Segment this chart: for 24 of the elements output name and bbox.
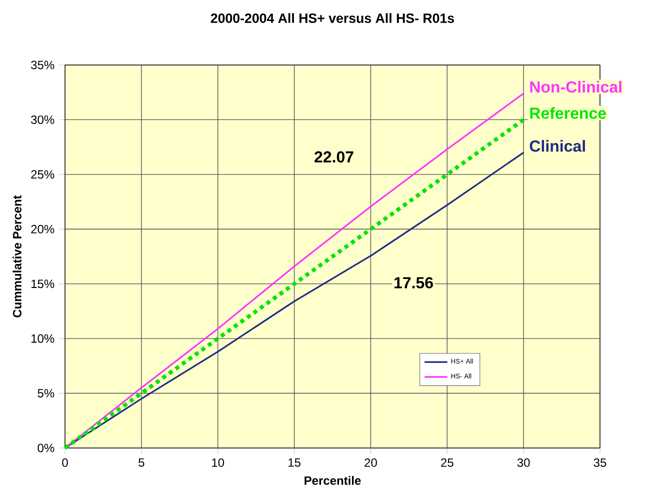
- y-tick-label: 5%: [38, 389, 54, 398]
- y-axis-title: Cummulative Percent: [12, 195, 22, 318]
- x-tick-label: 15: [288, 458, 300, 467]
- annotation: 17.56: [394, 277, 433, 288]
- x-tick-label: 10: [212, 458, 224, 467]
- y-tick-label: 20%: [31, 224, 54, 234]
- x-tick-label: 5: [138, 458, 144, 467]
- x-tick-label: 35: [594, 458, 606, 467]
- x-tick-label: 20: [364, 458, 377, 467]
- x-tick-label: 30: [517, 458, 530, 467]
- x-axis-title: Percentile: [304, 476, 361, 485]
- chart-title: 2000-2004 All HS+ versus All HS- R01s: [210, 13, 454, 23]
- annotation: Reference: [530, 107, 606, 119]
- annotation: Non-Clinical: [530, 80, 622, 93]
- x-tick-label: 25: [441, 458, 454, 467]
- y-tick-label: 0%: [38, 444, 54, 452]
- y-tick-label: 25%: [31, 170, 54, 179]
- y-tick-label: 10%: [32, 334, 54, 343]
- annotation: Clinical: [530, 140, 585, 152]
- annotation: 22.07: [314, 151, 354, 163]
- y-tick-label: 30%: [31, 115, 54, 124]
- x-tick-label: 0: [62, 458, 68, 467]
- y-tick-label: 15%: [32, 280, 54, 288]
- y-tick-label: 35%: [31, 60, 54, 70]
